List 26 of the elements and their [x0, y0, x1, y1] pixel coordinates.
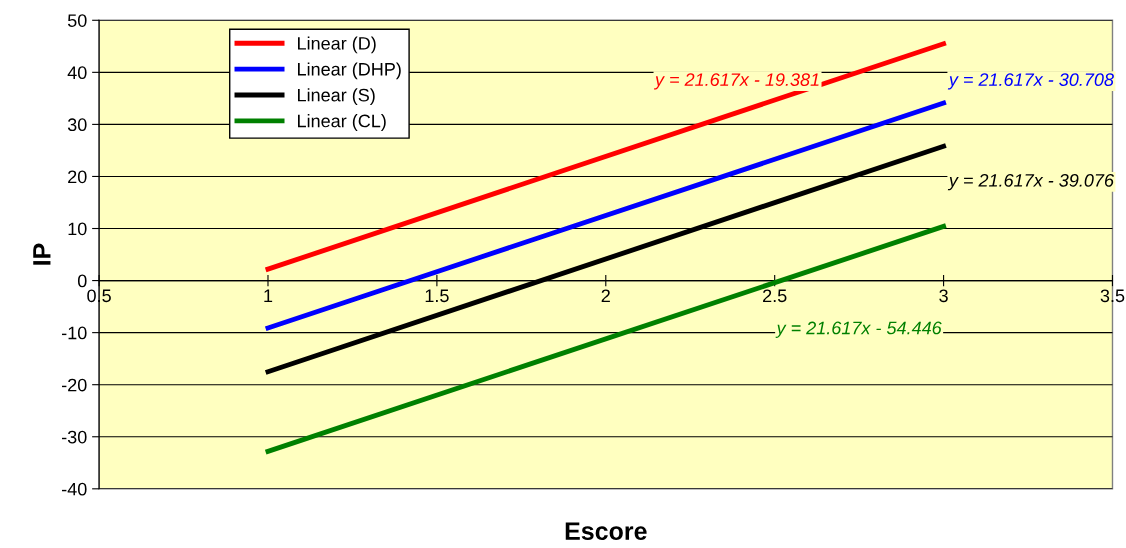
x-tick-label: 3	[939, 289, 948, 303]
y-axis-title: IP	[33, 243, 51, 265]
y-tick-label: 10	[68, 222, 87, 236]
x-tick-label: 3.5	[1100, 289, 1125, 303]
x-tick-label: 2.5	[763, 289, 787, 303]
legend-label: Linear (DHP)	[298, 62, 401, 80]
y-tick-label: 40	[67, 66, 87, 80]
annotation: y = 21.617x - 19.381	[653, 73, 819, 90]
legend-label: Linear (D)	[298, 36, 376, 54]
y-tick-label: 20	[68, 170, 87, 184]
x-tick-label: 1.5	[425, 289, 449, 303]
y-tick-label: -40	[61, 482, 87, 496]
x-tick-label: 2	[601, 289, 610, 302]
x-tick-label: 1	[264, 289, 273, 302]
y-tick-label: -20	[61, 378, 87, 392]
annotation: y = 21.617x - 54.446	[775, 321, 942, 338]
y-tick-label: 0	[77, 274, 87, 288]
y-tick-label: 30	[67, 118, 87, 132]
y-tick-label: -10	[61, 326, 87, 340]
y-tick-label: 50	[67, 14, 87, 27]
x-axis-title: Escore	[565, 522, 647, 540]
y-tick-label: -30	[61, 430, 87, 444]
annotation: y = 21.617x - 30.708	[947, 73, 1114, 90]
annotation: y = 21.617x - 39.076	[947, 173, 1114, 191]
legend-label: Linear (CL)	[298, 114, 386, 131]
legend-label: Linear (S)	[298, 88, 375, 106]
